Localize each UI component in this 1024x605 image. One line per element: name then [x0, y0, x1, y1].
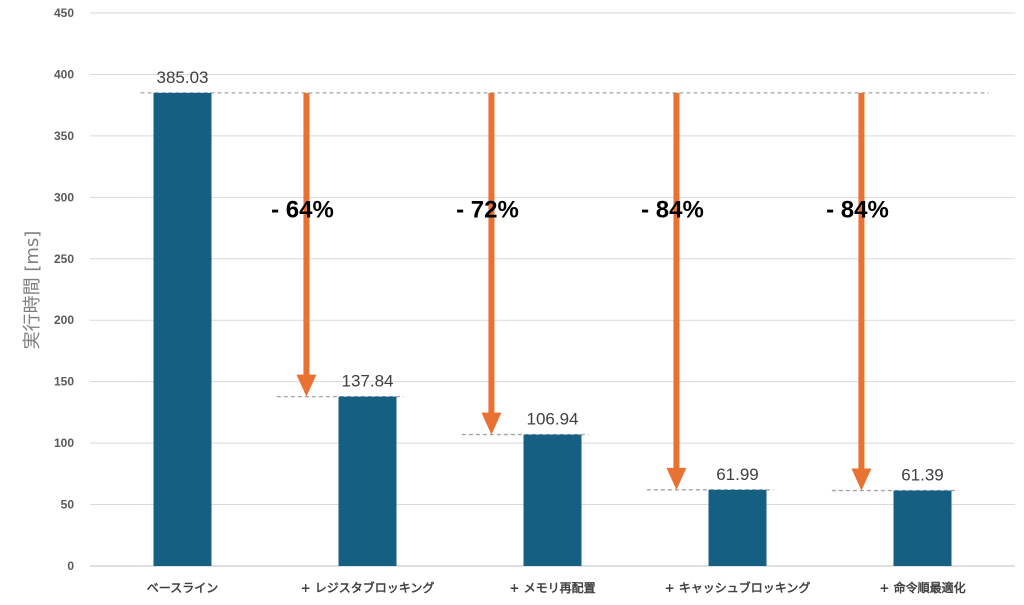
y-tick-label: 350 [54, 129, 74, 143]
bars [153, 92, 952, 566]
y-axis-title: 実行時間 [ms] [22, 231, 43, 350]
y-tick-label: 300 [54, 190, 74, 204]
reduction-arrowhead [296, 374, 317, 397]
reduction-percent-label: - 84% [826, 196, 889, 223]
reduction-arrowhead [666, 467, 687, 490]
bar [153, 92, 212, 566]
reduction-percent-label: - 64% [271, 196, 334, 223]
y-tick-label: 0 [67, 559, 74, 573]
bar [708, 489, 767, 566]
bar [893, 490, 952, 566]
y-tick-label: 100 [54, 436, 74, 450]
x-category-label: + メモリ再配置 [509, 580, 595, 595]
y-tick-label: 150 [54, 375, 74, 389]
data-label: 61.99 [716, 465, 759, 484]
x-category-label: ベースライン [147, 581, 218, 595]
reduction-percent-label: - 72% [456, 196, 519, 223]
y-tick-label: 200 [54, 313, 74, 327]
data-label: 385.03 [157, 68, 209, 87]
reduction-percent-label: - 84% [641, 196, 704, 223]
data-label: 61.39 [901, 466, 944, 485]
reduction-arrows: - 64% - 72% - 84% - 84% [271, 92, 889, 491]
y-tick-label: 50 [61, 498, 75, 512]
data-label: 106.94 [527, 410, 579, 429]
y-axis-ticks: 0 50 100 150 200 250 300 350 400 450 [54, 6, 74, 573]
gridlines [90, 12, 1015, 567]
x-axis-categories: ベースライン + レジスタブロッキング + メモリ再配置 + キャッシュブロッキング +… [147, 580, 966, 595]
reduction-arrowhead [851, 468, 872, 491]
x-category-label: + レジスタブロッキング [301, 580, 435, 595]
y-tick-label: 450 [54, 6, 74, 20]
y-tick-label: 250 [54, 252, 74, 266]
reduction-arrowhead [481, 412, 502, 435]
x-category-label: + キャッシュブロッキング [665, 580, 811, 595]
x-category-label: + 命令順最適化 [879, 580, 965, 595]
data-label: 137.84 [342, 372, 394, 391]
y-tick-label: 400 [54, 67, 74, 81]
bar [523, 434, 582, 566]
data-labels: 385.03 137.84 106.94 61.99 61.39 [157, 68, 944, 485]
bar [338, 396, 397, 566]
